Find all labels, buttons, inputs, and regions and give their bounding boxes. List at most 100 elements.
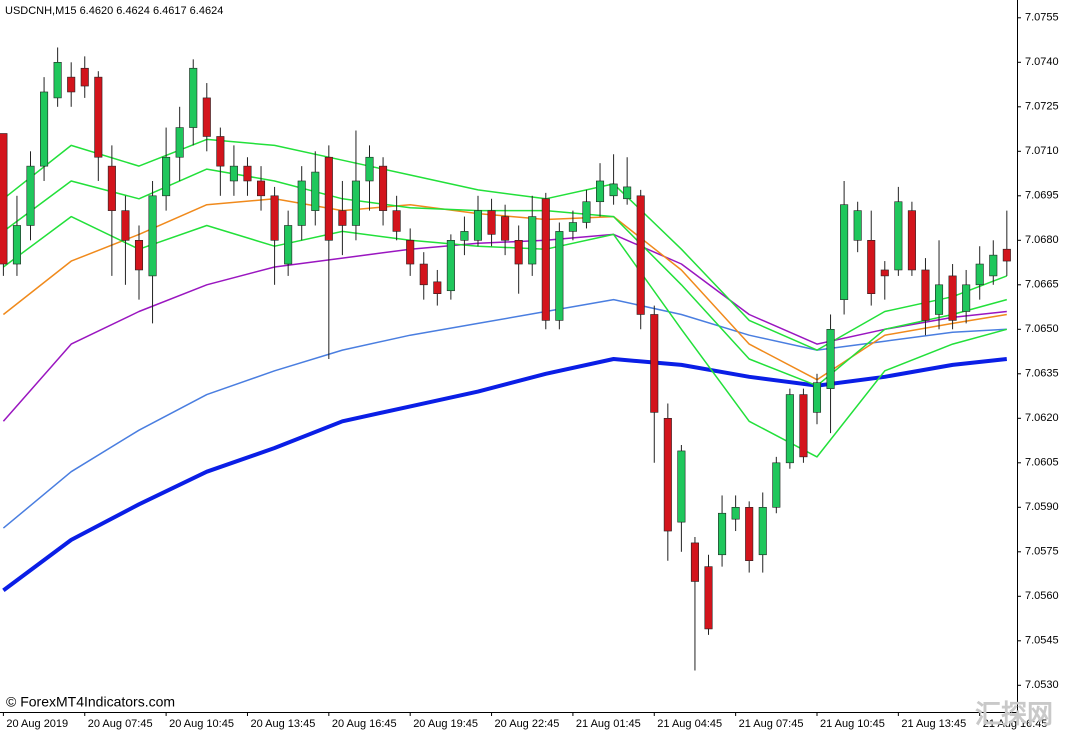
candle-body (812, 382, 822, 413)
moving-average (2, 233, 1007, 422)
x-tick-label: 21 Aug 04:45 (657, 718, 722, 730)
candle-body (894, 201, 903, 271)
candle-body (433, 281, 442, 295)
y-tick-label: 7.0530 (1025, 679, 1059, 691)
axes: 7.0755 7.0740 7.0725 7.0710 7.0695 7.0680 7.06… (2, 12, 1059, 730)
moving-average (2, 168, 1007, 387)
indicator-lines (2, 138, 1008, 593)
candle-body (745, 506, 754, 561)
candle-body (243, 165, 252, 182)
candle-body (107, 165, 116, 211)
candle-body (555, 231, 564, 321)
candle-body (324, 156, 333, 241)
candle-body (596, 180, 605, 203)
candle-body (501, 216, 510, 241)
candle-body (989, 254, 998, 277)
candle-body (731, 506, 740, 520)
candle-body (718, 512, 727, 556)
x-tick-label: 20 Aug 07:45 (88, 718, 153, 730)
candle-body (392, 210, 401, 232)
candle-body (650, 314, 659, 413)
x-tick-label: 21 Aug 16:45 (983, 718, 1048, 730)
y-tick-label: 7.0665 (1025, 279, 1059, 291)
x-tick-label: 20 Aug 19:45 (413, 718, 478, 730)
candle-body (962, 284, 971, 312)
candle-body (175, 127, 184, 158)
candle-body (365, 156, 374, 182)
candle-body (528, 216, 537, 265)
candle-body (229, 165, 238, 182)
candle-body (935, 284, 944, 315)
y-tick-label: 7.0740 (1025, 56, 1059, 68)
candle-body (975, 263, 984, 286)
candle-body (419, 263, 428, 286)
candle-body (351, 180, 360, 226)
y-tick-label: 7.0545 (1025, 635, 1059, 647)
candle-body (460, 231, 469, 241)
candle-body (514, 240, 523, 265)
x-tick-label: 20 Aug 22:45 (495, 718, 560, 730)
candle-body (406, 240, 415, 265)
candle-body (921, 269, 930, 321)
x-tick-label: 20 Aug 2019 (6, 718, 68, 730)
candle-body (677, 450, 686, 523)
corner-logo: 汇探网 (975, 699, 1053, 729)
y-tick-label: 7.0695 (1025, 190, 1059, 202)
candle-body (40, 91, 49, 167)
candle-body (690, 542, 699, 582)
candle-body (840, 204, 849, 300)
candle-body (121, 210, 130, 241)
candle-body (948, 275, 957, 321)
candle-body (257, 180, 266, 197)
x-tick-label: 20 Aug 10:45 (169, 718, 234, 730)
x-tick-label: 20 Aug 16:45 (332, 718, 397, 730)
candle-body (311, 171, 320, 211)
candle-body (826, 328, 835, 389)
candle-body (704, 566, 713, 630)
y-tick-label: 7.0605 (1025, 457, 1059, 469)
candle-body (663, 417, 672, 532)
candle-body (338, 210, 347, 226)
candle-body (867, 240, 876, 295)
candle-body (799, 394, 808, 458)
candle-body (284, 225, 293, 265)
candle-body (568, 222, 577, 232)
candle-body (907, 210, 916, 271)
candle-body (636, 195, 645, 315)
moving-average (2, 298, 1007, 529)
x-tick-label: 21 Aug 01:45 (576, 718, 641, 730)
y-tick-label: 7.0575 (1025, 546, 1059, 558)
candle-body (216, 136, 225, 167)
y-tick-label: 7.0560 (1025, 590, 1059, 602)
candle-body (772, 462, 781, 508)
candle-body (541, 198, 550, 321)
y-tick-label: 7.0680 (1025, 234, 1059, 246)
y-tick-label: 7.0620 (1025, 412, 1059, 424)
chart-title: USDCNH,M15 6.4620 6.4624 6.4617 6.4624 (5, 5, 223, 17)
candle-body (67, 76, 76, 93)
candle-body (202, 97, 211, 137)
candle-body (53, 61, 62, 99)
candle-body (785, 394, 794, 464)
candle-body (270, 195, 279, 241)
candle-body (1002, 248, 1011, 262)
candle-body (94, 76, 103, 158)
x-tick-label: 21 Aug 10:45 (820, 718, 885, 730)
x-tick-label: 21 Aug 13:45 (901, 718, 966, 730)
candle-body (609, 183, 618, 197)
candle-body (582, 201, 591, 223)
candle-body (80, 67, 89, 87)
candle-body (297, 180, 306, 226)
candle-body (853, 210, 862, 241)
watermark: © ForexMT4Indicators.com (6, 694, 175, 710)
y-tick-label: 7.0755 (1025, 12, 1059, 24)
candle-body (758, 506, 767, 556)
candle-body (162, 156, 171, 197)
y-tick-label: 7.0590 (1025, 501, 1059, 513)
candle-body (148, 195, 157, 277)
y-tick-label: 7.0725 (1025, 101, 1059, 113)
candle-body (446, 240, 455, 292)
